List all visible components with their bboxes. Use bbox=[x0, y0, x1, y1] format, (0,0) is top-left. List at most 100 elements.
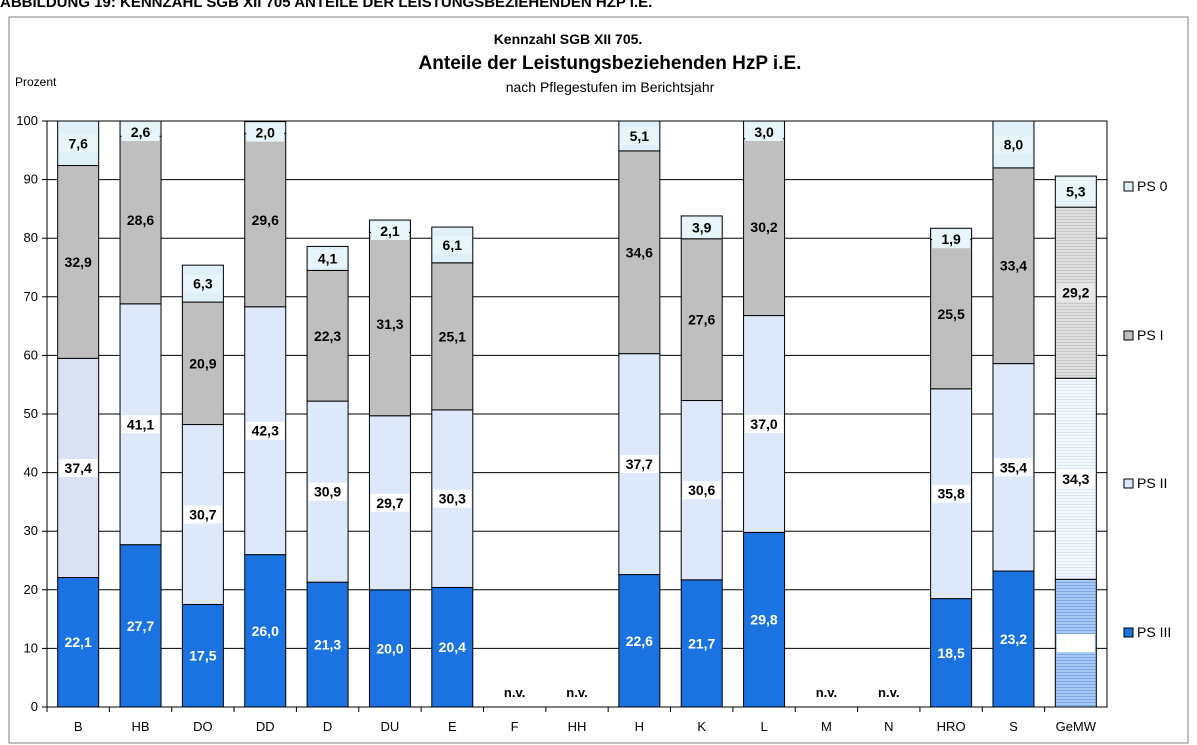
data-label-box bbox=[246, 211, 285, 230]
data-label: 8,0 bbox=[1004, 136, 1024, 152]
missing-value-label: n.v. bbox=[566, 685, 587, 700]
legend-swatch-ps2 bbox=[1123, 478, 1134, 489]
legend-label: PS III bbox=[1137, 624, 1171, 640]
y-tick-label: 40 bbox=[24, 465, 38, 480]
x-tick-label: HH bbox=[568, 719, 587, 734]
data-label-box bbox=[370, 315, 409, 334]
data-label: 27,6 bbox=[688, 312, 715, 328]
data-label-box bbox=[246, 123, 285, 142]
data-label: 2,1 bbox=[380, 223, 400, 239]
data-label: 20,0 bbox=[376, 640, 403, 656]
y-tick-label: 70 bbox=[24, 289, 38, 304]
data-label-box bbox=[121, 415, 160, 434]
bar-segment-ps3 bbox=[743, 531, 786, 708]
data-label: 30,9 bbox=[314, 484, 341, 500]
data-label: 20,4 bbox=[439, 639, 466, 655]
data-label-box bbox=[745, 218, 784, 237]
y-tick-label: 10 bbox=[24, 640, 38, 655]
chart-subtitle-2: nach Pflegestufen im Berichtsjahr bbox=[506, 79, 715, 95]
data-label-box bbox=[121, 211, 160, 230]
data-label-box bbox=[183, 274, 222, 293]
data-label-box bbox=[994, 135, 1033, 154]
data-label: 30,2 bbox=[750, 219, 777, 235]
data-label-box bbox=[932, 230, 971, 249]
legend-label: PS II bbox=[1137, 475, 1167, 491]
data-label-box bbox=[932, 484, 971, 503]
y-axis-label: Prozent bbox=[15, 75, 57, 89]
data-label: 29,2 bbox=[1062, 285, 1089, 301]
missing-value-label: n.v. bbox=[878, 685, 899, 700]
bar-segment-ps3 bbox=[57, 576, 100, 708]
y-tick-label: 100 bbox=[16, 113, 38, 128]
legend: PS 0 PS I PS II PS III bbox=[1123, 178, 1171, 640]
bar-segment-ps3 bbox=[119, 544, 162, 708]
data-label: 37,7 bbox=[626, 456, 653, 472]
data-label: 21,7 bbox=[688, 635, 715, 651]
data-label: 29,7 bbox=[376, 495, 403, 511]
data-label-box bbox=[370, 493, 409, 512]
data-label: 17,5 bbox=[189, 648, 216, 664]
y-tick-label: 20 bbox=[24, 582, 38, 597]
data-label-box bbox=[994, 256, 1033, 275]
data-label: 6,1 bbox=[443, 237, 463, 253]
data-label-box bbox=[59, 134, 98, 153]
data-label-box bbox=[620, 243, 659, 262]
data-label: 41,1 bbox=[127, 416, 154, 432]
data-label-box bbox=[183, 354, 222, 373]
data-label: 26,0 bbox=[252, 623, 279, 639]
y-tick-label: 0 bbox=[31, 699, 38, 714]
x-tick-label: M bbox=[821, 719, 832, 734]
x-tick-label: D bbox=[323, 719, 332, 734]
x-tick-label: N bbox=[884, 719, 893, 734]
data-label: 22,6 bbox=[626, 633, 653, 649]
x-tick-label: K bbox=[697, 719, 706, 734]
data-label-box bbox=[1056, 182, 1095, 201]
data-label-box bbox=[433, 327, 472, 346]
x-tick-label: L bbox=[760, 719, 767, 734]
y-tick-label: 60 bbox=[24, 347, 38, 362]
data-label-box bbox=[433, 235, 472, 254]
data-label: 34,3 bbox=[1062, 471, 1089, 487]
chart-title: Kennzahl SGB XII 705. bbox=[494, 31, 643, 47]
data-label: 20,9 bbox=[189, 355, 216, 371]
y-tick-label: 80 bbox=[24, 230, 38, 245]
data-label-box bbox=[1056, 283, 1095, 302]
data-label-box bbox=[59, 458, 98, 477]
data-label: 23,2 bbox=[1000, 631, 1027, 647]
data-label: 30,6 bbox=[688, 482, 715, 498]
x-tick-label: DD bbox=[256, 719, 275, 734]
data-label: 30,3 bbox=[439, 491, 466, 507]
data-label-box bbox=[932, 305, 971, 324]
data-label: 2,6 bbox=[131, 124, 151, 140]
figure-heading: ABBILDUNG 19: KENNZAHL SGB XII 705 ANTEI… bbox=[0, 0, 653, 11]
data-label: 3,9 bbox=[692, 219, 712, 235]
x-tick-label: H bbox=[635, 719, 644, 734]
data-label: 32,9 bbox=[65, 254, 92, 270]
data-label-box bbox=[308, 482, 347, 501]
bar-segment-ps3 bbox=[618, 574, 661, 708]
bars: 22,1 37,4 32,9 7,6 27,7 41,1 28,6 2,6 17,5 30,7 20… bbox=[57, 120, 1097, 708]
bar-segment-ps3 bbox=[930, 598, 973, 708]
legend-label: PS I bbox=[1137, 327, 1163, 343]
data-label-box bbox=[308, 326, 347, 345]
data-label-box bbox=[1056, 634, 1095, 653]
y-tick-label: 50 bbox=[24, 406, 38, 421]
x-tick-label: DU bbox=[381, 719, 400, 734]
x-tick-label: F bbox=[511, 719, 519, 734]
data-label-box bbox=[433, 489, 472, 508]
x-tick-label: HB bbox=[131, 719, 149, 734]
data-label: 4,1 bbox=[318, 250, 338, 266]
bar-segment-ps3 bbox=[368, 589, 411, 708]
legend-label: PS 0 bbox=[1137, 178, 1168, 194]
data-label: 7,6 bbox=[68, 135, 88, 151]
x-tick-label: S bbox=[1009, 719, 1018, 734]
data-label-box bbox=[620, 126, 659, 145]
x-tick-label: E bbox=[448, 719, 457, 734]
data-label-box bbox=[682, 218, 721, 237]
data-label: 29,8 bbox=[750, 612, 777, 628]
data-label-box bbox=[994, 458, 1033, 477]
data-label-box bbox=[121, 123, 160, 141]
data-label: 21,3 bbox=[314, 637, 341, 653]
x-tick-label: DO bbox=[193, 719, 213, 734]
legend-swatch-ps3 bbox=[1123, 627, 1134, 638]
